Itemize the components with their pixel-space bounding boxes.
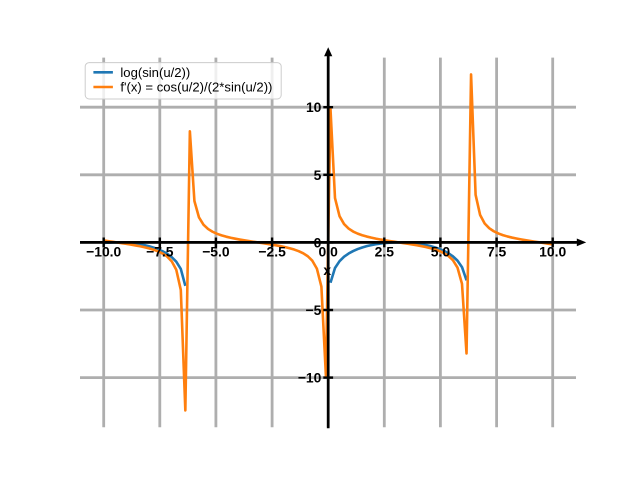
svg-text:log(sin(u/2)): log(sin(u/2)) <box>120 65 190 80</box>
svg-text:10: 10 <box>306 99 322 115</box>
svg-text:5: 5 <box>314 167 322 183</box>
svg-text:0.0: 0.0 <box>319 244 339 260</box>
svg-text:5.0: 5.0 <box>431 244 451 260</box>
svg-text:2.5: 2.5 <box>375 244 395 260</box>
svg-text:−5.0: −5.0 <box>202 244 230 260</box>
svg-text:10.0: 10.0 <box>539 244 566 260</box>
svg-text:−5: −5 <box>306 302 322 318</box>
svg-text:0: 0 <box>314 234 322 250</box>
svg-text:−10: −10 <box>298 370 322 386</box>
svg-text:−10.0: −10.0 <box>86 244 121 260</box>
svg-text:f'(x) = cos(u/2)/(2*sin(u/2)): f'(x) = cos(u/2)/(2*sin(u/2)) <box>120 80 272 95</box>
svg-text:7.5: 7.5 <box>487 244 507 260</box>
svg-text:x: x <box>323 262 331 278</box>
svg-text:−2.5: −2.5 <box>258 244 286 260</box>
svg-text:−7.5: −7.5 <box>146 244 174 260</box>
